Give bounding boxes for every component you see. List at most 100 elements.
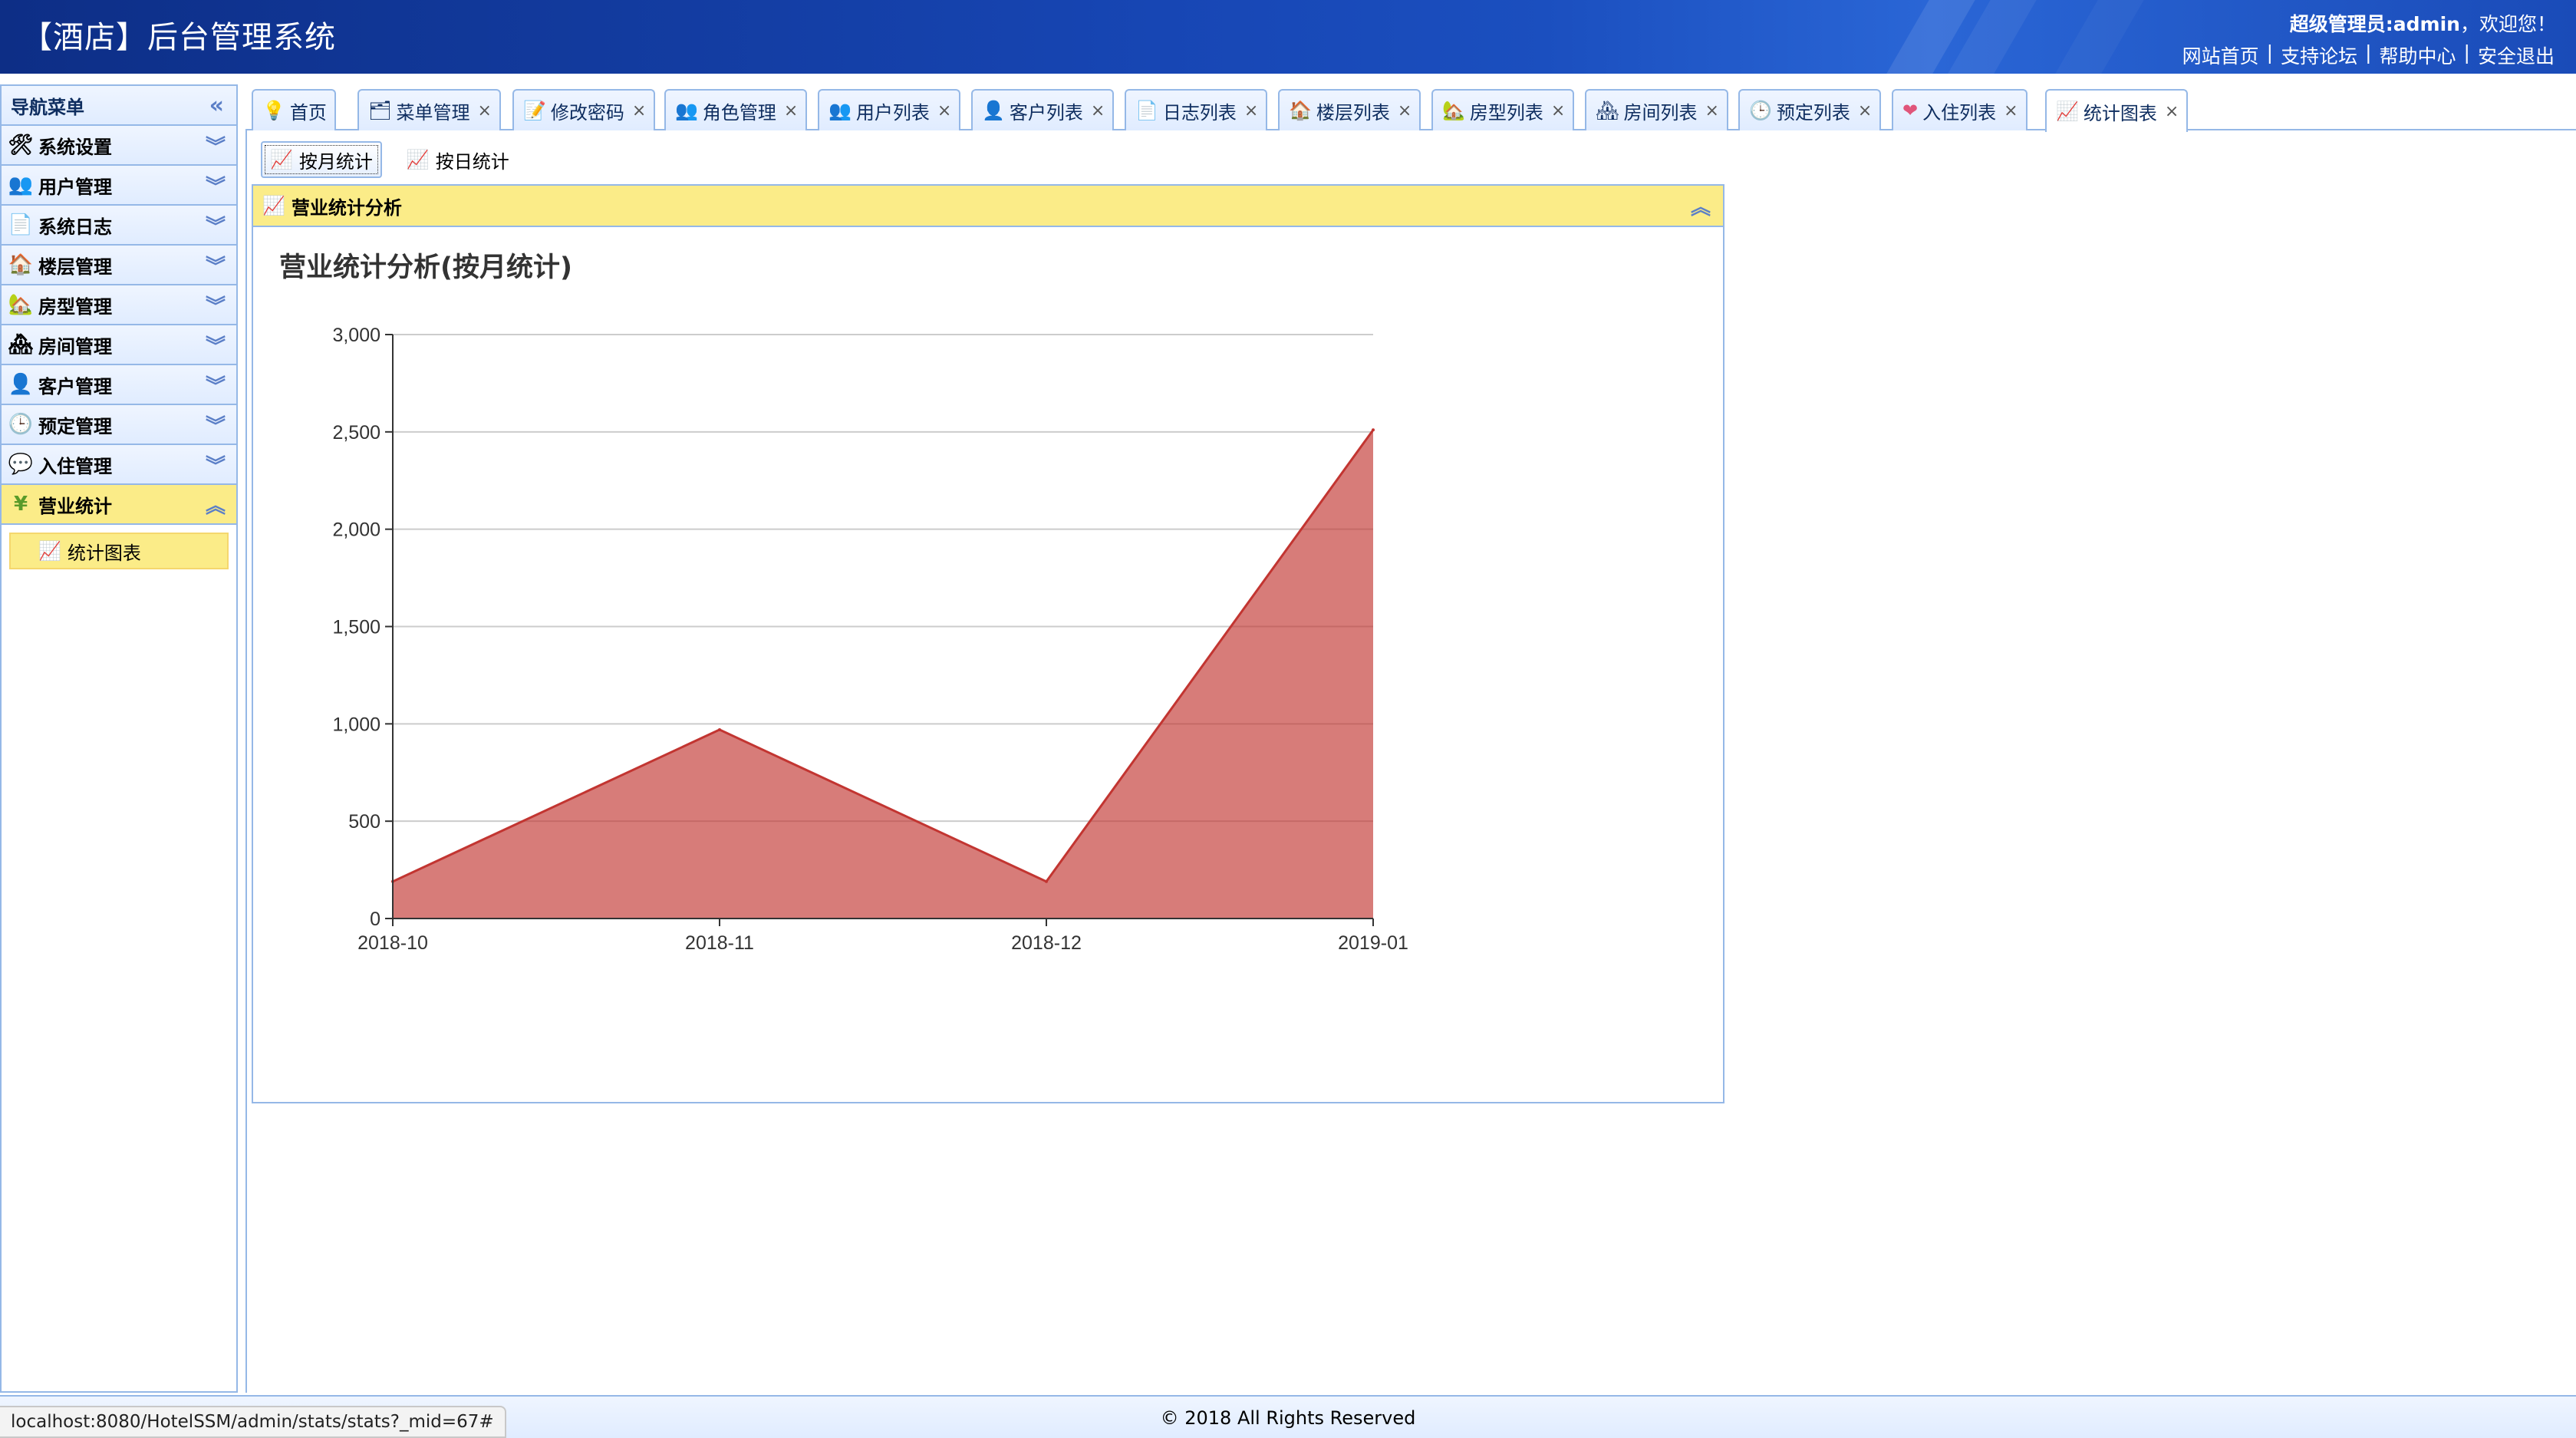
x-tick-label: 2018-10 [357, 932, 428, 954]
sidebar-item-label: 预定管理 [38, 415, 112, 437]
link-divider: | [2365, 41, 2372, 64]
tab-label: 日志列表 [1162, 101, 1237, 124]
chevron-up-icon[interactable]: ︽ [1690, 196, 1711, 219]
close-icon[interactable]: × [937, 101, 952, 120]
y-tick-label: 1,000 [332, 714, 380, 735]
tab-label: 统计图表 [2083, 102, 2157, 124]
y-tick-label: 2,500 [332, 422, 380, 444]
tab-label: 客户列表 [1009, 101, 1083, 124]
chart-icon: 📈 [270, 149, 293, 170]
daily-stats-button[interactable]: 📈 按日统计 [397, 141, 519, 178]
sidebar-item-floor-management[interactable]: 🏠 楼层管理 ︾ [2, 246, 236, 285]
tab-user-list[interactable]: 👥 用户列表 × [818, 89, 961, 130]
sidebar-item-room-management[interactable]: 🏘 房间管理 ︾ [2, 325, 236, 365]
close-icon[interactable]: × [1550, 101, 1566, 120]
sidebar-item-label: 楼层管理 [38, 256, 112, 278]
sidebar-item-label: 营业统计 [38, 495, 112, 517]
chart-icon: 📈 [2056, 101, 2079, 122]
house-icon: 🏡 [1442, 100, 1465, 121]
tab-log-list[interactable]: 📄 日志列表 × [1125, 89, 1268, 130]
building-icon: 🏠 [1289, 100, 1312, 121]
chevron-down-icon: ︾ [205, 374, 226, 398]
y-tick-label: 1,500 [332, 617, 380, 638]
close-icon[interactable]: × [1397, 101, 1412, 120]
tab-role-management[interactable]: 👥 角色管理 × [664, 89, 808, 130]
chart-icon: 📈 [262, 195, 285, 216]
x-tick-label: 2018-11 [685, 932, 754, 954]
clock-icon: 🕒 [8, 413, 34, 436]
close-icon[interactable]: × [2164, 101, 2179, 121]
sidebar-header: 导航菜单 « [2, 86, 236, 126]
tab-label: 修改密码 [550, 101, 624, 124]
role-icon: 👥 [675, 100, 698, 121]
content-frame [245, 130, 2576, 1393]
tab-floor-list[interactable]: 🏠 楼层列表 × [1278, 89, 1421, 130]
tab-label: 楼层列表 [1316, 101, 1390, 124]
monthly-stats-button[interactable]: 📈 按月统计 [261, 141, 382, 178]
customer-icon: 👤 [8, 373, 34, 396]
close-icon[interactable]: × [631, 101, 647, 120]
sidebar-title: 导航菜单 [11, 96, 84, 118]
app-header: 【酒店】后台管理系统 超级管理员:admin，欢迎您！ 网站首页 | 支持论坛 | … [0, 0, 2576, 74]
y-tick-label: 500 [348, 811, 380, 833]
tab-home[interactable]: 💡 首页 [252, 89, 336, 130]
tab-menu-management[interactable]: 🗂 菜单管理 × [357, 89, 501, 130]
sidebar-item-label: 用户管理 [38, 176, 112, 198]
link-support-forum[interactable]: 支持论坛 [2281, 45, 2358, 68]
sidebar-item-customer-management[interactable]: 👤 客户管理 ︾ [2, 365, 236, 405]
sidebar: 导航菜单 « 🛠 系统设置 ︾ 👥 用户管理 ︾ 📄 系统日志 ︾ 🏠 楼层管理… [0, 84, 238, 1393]
tab-label: 房间列表 [1623, 101, 1698, 124]
close-icon[interactable]: × [1705, 101, 1719, 120]
building-icon: 🏠 [8, 253, 34, 276]
tab-stats-chart[interactable]: 📈 统计图表 × [2045, 89, 2189, 132]
app-title: 【酒店】后台管理系统 [21, 20, 336, 55]
sidebar-subitem-stats-chart[interactable]: 📈 统计图表 [9, 533, 229, 569]
chevron-up-icon: ︽ [205, 494, 226, 518]
x-tick-label: 2018-12 [1011, 932, 1082, 954]
close-icon[interactable]: × [477, 101, 492, 120]
link-help-center[interactable]: 帮助中心 [2379, 45, 2456, 68]
close-icon[interactable]: × [1857, 101, 1873, 120]
sidebar-item-system-settings[interactable]: 🛠 系统设置 ︾ [2, 126, 236, 166]
close-icon[interactable]: × [783, 101, 799, 120]
sidebar-item-business-stats[interactable]: ¥ 营业统计 ︽ [2, 485, 236, 525]
close-icon[interactable]: × [2004, 101, 2018, 120]
sidebar-item-label: 客户管理 [38, 375, 112, 397]
header-links: 网站首页 | 支持论坛 | 帮助中心 | 安全退出 [2175, 41, 2562, 69]
tab-customer-list[interactable]: 👤 客户列表 × [971, 89, 1115, 130]
chart: 0 500 1,000 1,500 2,000 2,500 3,000 2018-10 2018… [332, 325, 1408, 954]
sidebar-item-booking-management[interactable]: 🕒 预定管理 ︾ [2, 405, 236, 445]
yen-icon: ¥ [13, 493, 28, 516]
sidebar-item-user-management[interactable]: 👥 用户管理 ︾ [2, 166, 236, 206]
link-site-home[interactable]: 网站首页 [2182, 45, 2259, 68]
sidebar-item-system-log[interactable]: 📄 系统日志 ︾ [2, 206, 236, 246]
sidebar-item-checkin-management[interactable]: 💬 入住管理 ︾ [2, 445, 236, 485]
tab-booking-list[interactable]: 🕒 预定列表 × [1738, 89, 1882, 130]
tab-room-list[interactable]: 🏘 房间列表 × [1585, 89, 1728, 130]
sidebar-submenu: 📈 统计图表 [2, 525, 236, 577]
close-icon[interactable]: × [1090, 101, 1105, 120]
y-tick-label: 2,000 [332, 519, 380, 541]
edit-icon: 📝 [523, 100, 546, 121]
tools-icon: 🛠 [8, 134, 34, 157]
chevron-down-icon: ︾ [205, 454, 226, 478]
sidebar-item-label: 房间管理 [38, 335, 112, 358]
collapse-left-icon[interactable]: « [209, 91, 224, 119]
sidebar-item-room-type-management[interactable]: 🏡 房型管理 ︾ [2, 285, 236, 325]
tree-icon: 🗂 [368, 100, 392, 121]
tab-change-password[interactable]: 📝 修改密码 × [512, 89, 656, 130]
house-icon: 🏡 [8, 293, 34, 316]
link-divider: | [2266, 41, 2274, 64]
x-tick-label: 2019-01 [1338, 932, 1408, 954]
chart-title: 营业统计分析(按月统计) [279, 252, 572, 283]
chevron-down-icon: ︾ [205, 255, 226, 279]
tab-label: 菜单管理 [396, 101, 470, 124]
welcome-user: 超级管理员:admin [2289, 13, 2460, 35]
close-icon[interactable]: × [1244, 101, 1259, 120]
y-tick-label: 0 [370, 909, 380, 930]
tab-checkin-list[interactable]: ❤ 入住列表 × [1892, 89, 2028, 130]
tab-room-type-list[interactable]: 🏡 房型列表 × [1431, 89, 1575, 130]
welcome-text: 超级管理员:admin，欢迎您！ [2290, 9, 2556, 37]
link-logout[interactable]: 安全退出 [2477, 45, 2555, 68]
panel-header: 📈 营业统计分析 ︽ [253, 186, 1723, 227]
